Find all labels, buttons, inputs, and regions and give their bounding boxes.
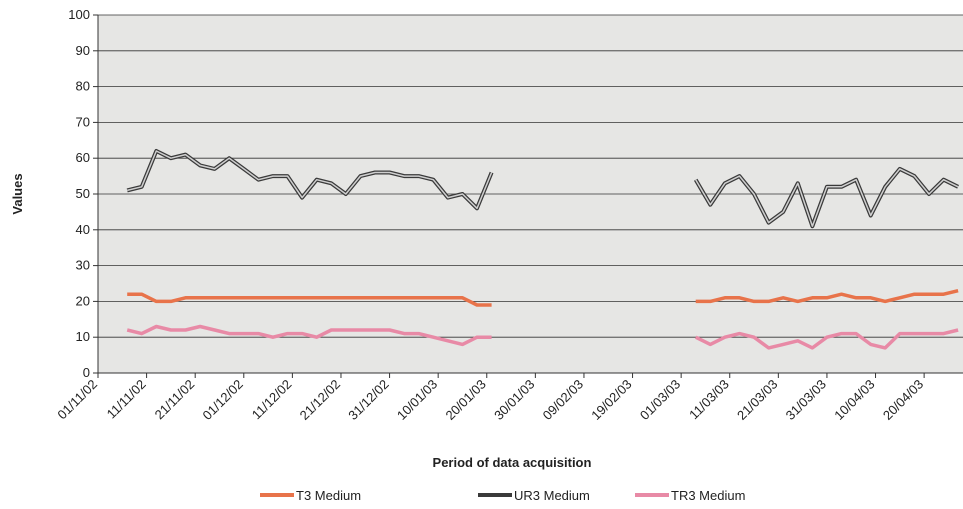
x-tick-label: 20/04/03 xyxy=(880,377,926,423)
x-tick-label: 31/12/02 xyxy=(345,377,391,423)
y-tick-label: 50 xyxy=(76,186,90,201)
x-tick-label: 21/12/02 xyxy=(297,377,343,423)
y-tick-label: 90 xyxy=(76,43,90,58)
x-tick-label: 01/12/02 xyxy=(200,377,246,423)
legend-label: T3 Medium xyxy=(296,488,361,503)
x-tick-label: 30/01/03 xyxy=(491,377,537,423)
y-tick-label: 100 xyxy=(68,7,90,22)
x-tick-label: 01/11/02 xyxy=(54,377,100,423)
y-tick-label: 10 xyxy=(76,329,90,344)
series-line-inner xyxy=(127,150,959,227)
x-tick-label: 31/03/03 xyxy=(783,377,829,423)
y-axis-label: Values xyxy=(10,173,25,214)
x-tick-label: 11/11/02 xyxy=(104,377,149,422)
series-line xyxy=(127,288,959,307)
x-tick-label: 11/12/02 xyxy=(249,377,295,423)
x-axis-label: Period of data acquisition xyxy=(433,455,592,470)
y-tick-label: 0 xyxy=(83,365,90,380)
y-tick-label: 70 xyxy=(76,114,90,129)
y-tick-label: 20 xyxy=(76,293,90,308)
y-tick-label: 80 xyxy=(76,79,90,94)
x-tick-label: 01/03/03 xyxy=(637,377,683,423)
y-tick-label: 40 xyxy=(76,222,90,237)
x-tick-label: 19/02/03 xyxy=(588,377,634,423)
series-line xyxy=(126,324,959,350)
x-tick-label: 10/01/03 xyxy=(394,377,440,423)
y-tick-label: 30 xyxy=(76,258,90,273)
legend-label: UR3 Medium xyxy=(514,488,590,503)
x-tick-label: 11/03/03 xyxy=(686,377,732,423)
x-tick-label: 21/03/03 xyxy=(734,377,780,423)
x-tick-label: 10/04/03 xyxy=(831,377,877,423)
x-tick-label: 21/11/02 xyxy=(152,377,198,423)
y-tick-label: 60 xyxy=(76,150,90,165)
x-tick-label: 20/01/03 xyxy=(442,377,488,423)
x-tick-label: 09/02/03 xyxy=(540,377,586,423)
legend-label: TR3 Medium xyxy=(671,488,745,503)
